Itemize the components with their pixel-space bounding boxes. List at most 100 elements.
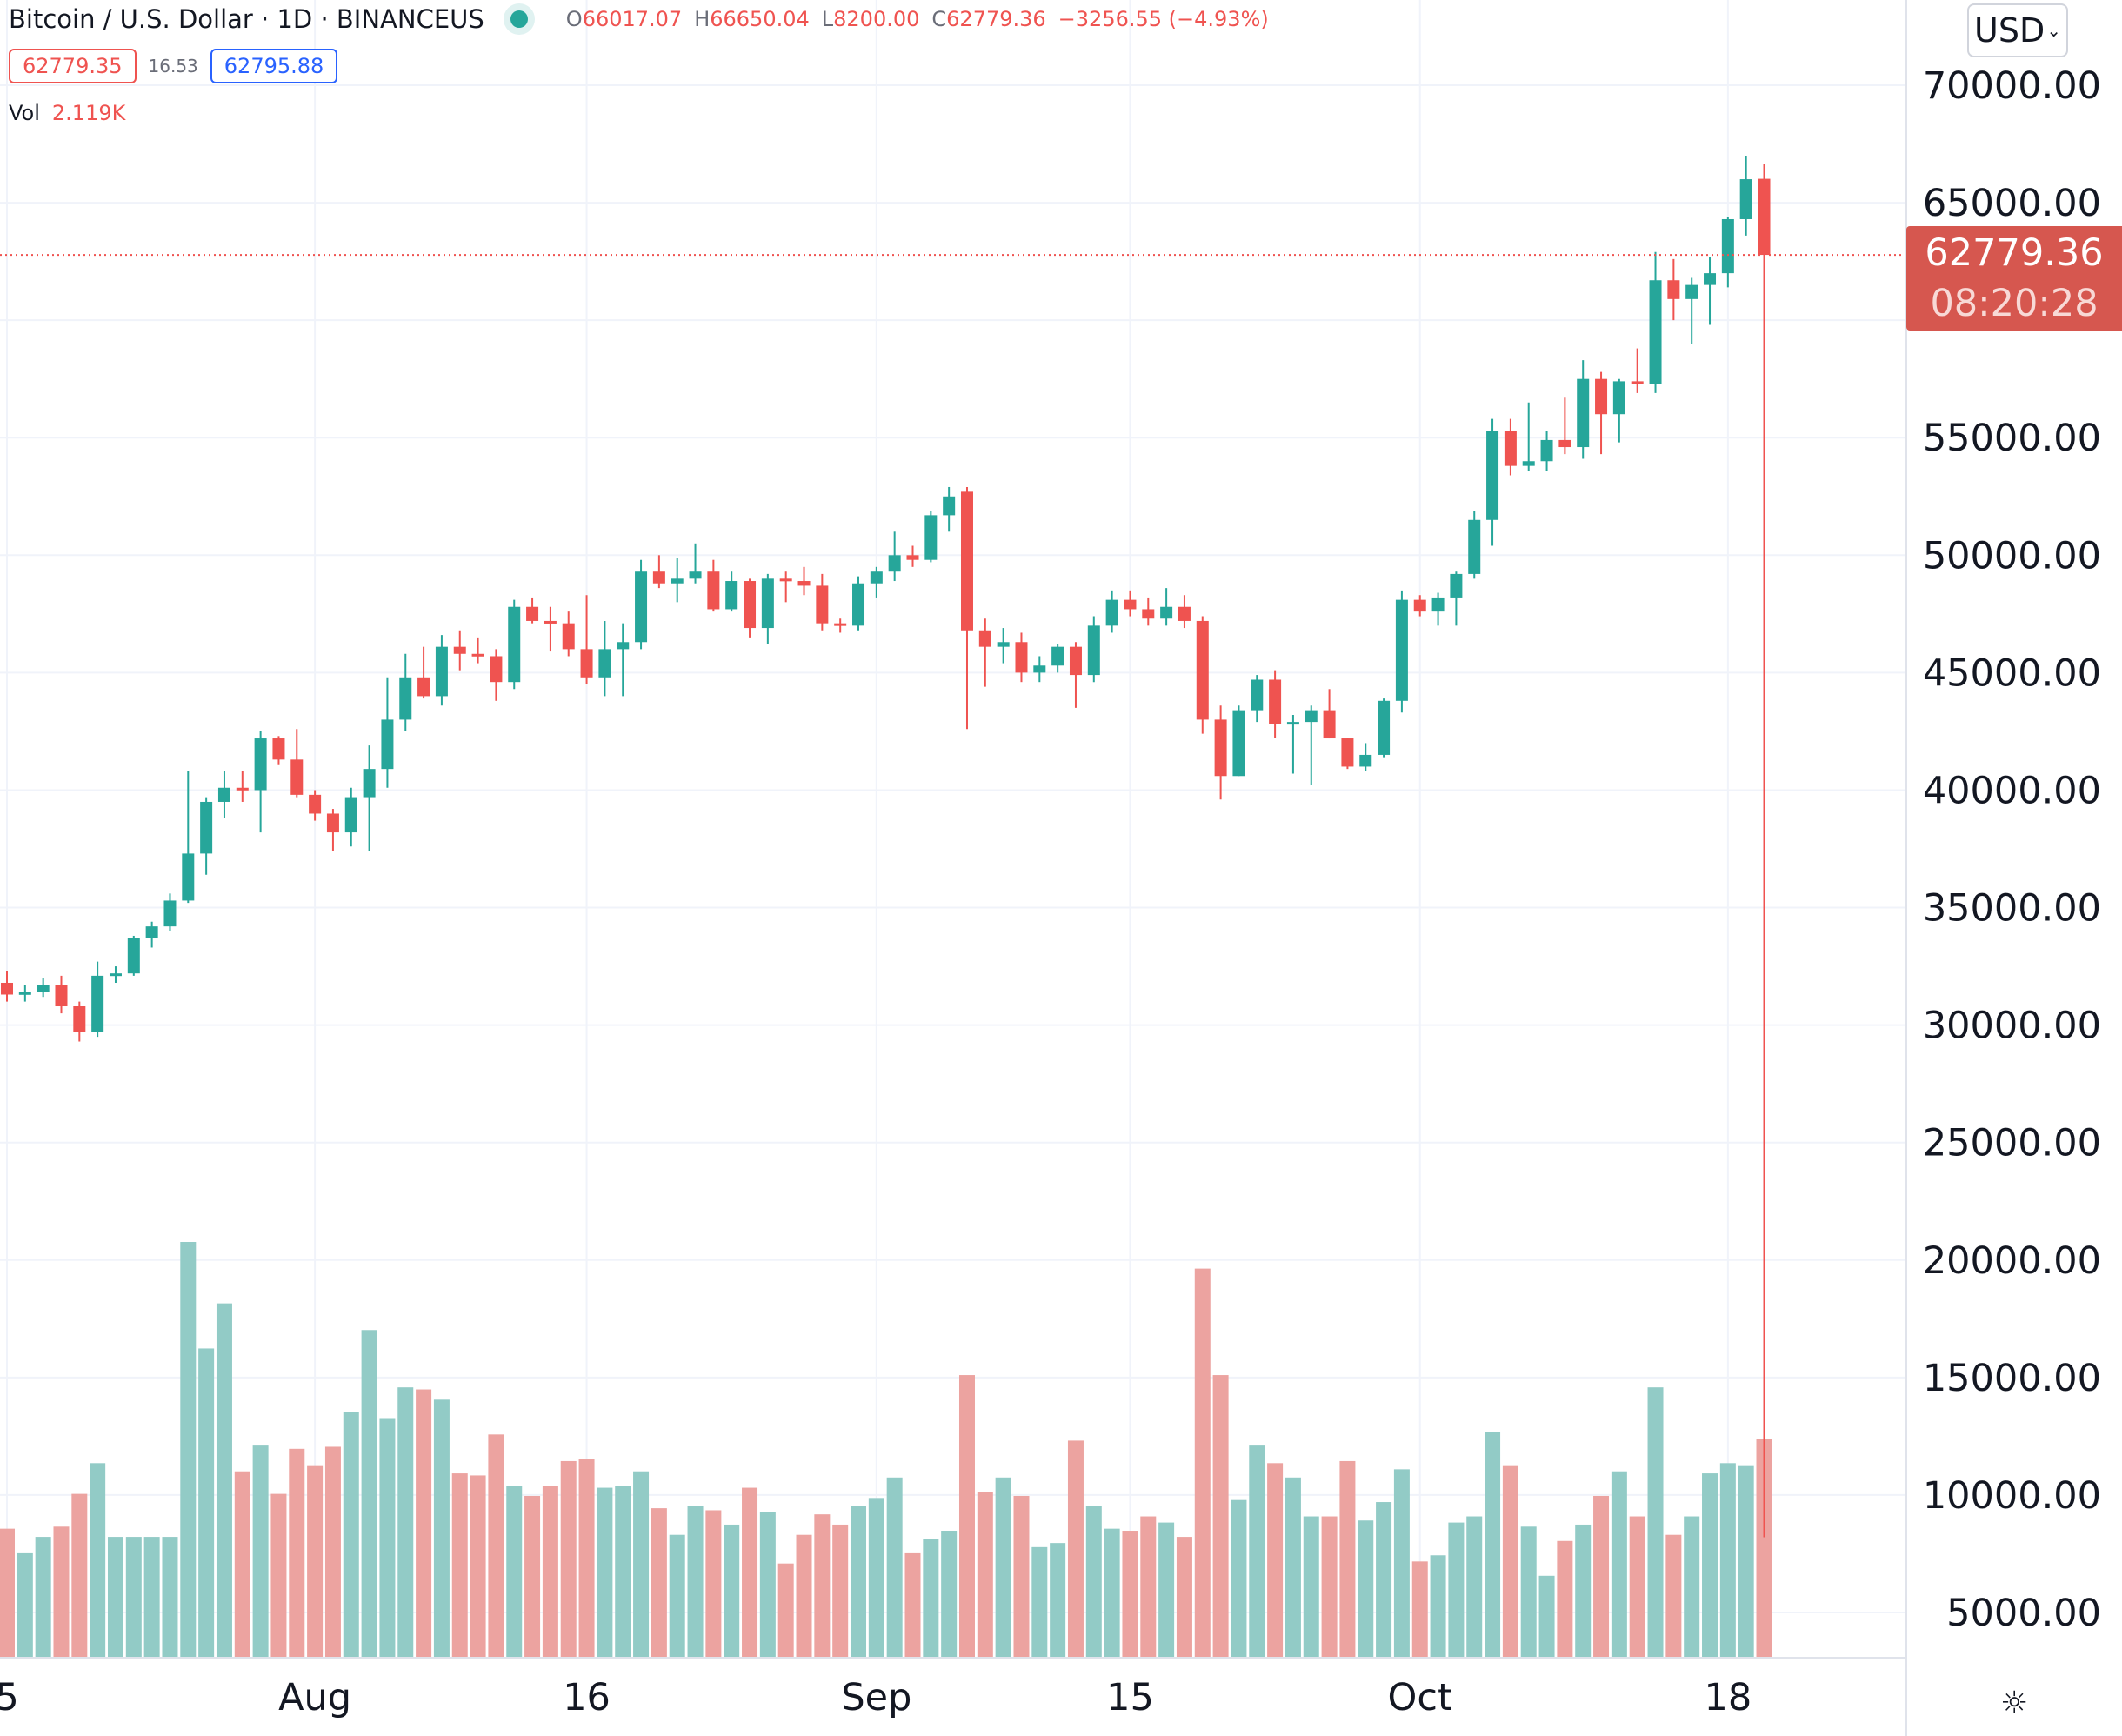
candle[interactable]	[1558, 397, 1571, 455]
candle[interactable]	[960, 486, 973, 730]
candle[interactable]	[37, 978, 50, 998]
candle[interactable]	[1232, 705, 1245, 777]
candle[interactable]	[91, 961, 104, 1038]
candle[interactable]	[652, 555, 665, 589]
candle[interactable]	[1069, 642, 1082, 708]
candle[interactable]	[490, 649, 503, 701]
candle[interactable]	[1522, 402, 1535, 471]
candle[interactable]	[1341, 738, 1354, 770]
candle[interactable]	[1721, 217, 1734, 288]
candle[interactable]	[73, 1001, 86, 1042]
candle[interactable]	[508, 599, 521, 690]
candle[interactable]	[1739, 156, 1752, 236]
candle[interactable]	[1015, 632, 1028, 683]
candle[interactable]	[1160, 588, 1173, 626]
candle[interactable]	[163, 893, 177, 931]
candle[interactable]	[1, 971, 13, 1002]
candle[interactable]	[1142, 597, 1155, 626]
candle[interactable]	[635, 559, 648, 650]
candle[interactable]	[1468, 510, 1481, 579]
price-axis[interactable]: 5000.00 10000.00 15000.00 20000.00 25000.00 3…	[1923, 64, 2101, 1635]
candle[interactable]	[1504, 418, 1517, 476]
candle[interactable]	[580, 595, 593, 684]
candle[interactable]	[1631, 348, 1644, 393]
candle[interactable]	[725, 571, 738, 612]
candle[interactable]	[1540, 431, 1553, 471]
candle[interactable]	[1704, 257, 1717, 325]
candle[interactable]	[217, 771, 230, 818]
candle[interactable]	[1486, 418, 1499, 546]
candle[interactable]	[598, 620, 611, 697]
candle[interactable]	[617, 623, 630, 697]
candle[interactable]	[1577, 360, 1590, 459]
candle[interactable]	[326, 809, 339, 851]
candle[interactable]	[471, 637, 484, 664]
candle[interactable]	[943, 486, 956, 532]
candle[interactable]	[344, 787, 357, 847]
candle[interactable]	[1612, 378, 1625, 443]
candle[interactable]	[816, 573, 829, 631]
candle[interactable]	[1033, 656, 1046, 683]
candle[interactable]	[200, 797, 213, 875]
candle[interactable]	[1667, 258, 1680, 321]
candle[interactable]	[526, 597, 539, 624]
candle[interactable]	[888, 531, 901, 582]
candle[interactable]	[906, 545, 919, 567]
time-axis[interactable]: 5 Aug 16 Sep 15 Oct 18	[0, 1676, 1752, 1719]
candle[interactable]	[924, 510, 938, 563]
candle[interactable]	[55, 975, 68, 1014]
candle[interactable]	[1413, 595, 1426, 617]
candle[interactable]	[562, 611, 575, 657]
candle[interactable]	[1758, 164, 1771, 1538]
candle[interactable]	[417, 646, 430, 699]
candle[interactable]	[744, 578, 757, 638]
candle[interactable]	[254, 731, 267, 833]
candle[interactable]	[1450, 571, 1463, 626]
candle[interactable]	[1286, 715, 1299, 774]
candle[interactable]	[978, 618, 991, 687]
candle[interactable]	[870, 566, 883, 598]
candle[interactable]	[272, 736, 285, 765]
candle[interactable]	[761, 573, 774, 644]
candle[interactable]	[182, 771, 195, 904]
candle[interactable]	[1196, 616, 1209, 734]
candle[interactable]	[544, 606, 557, 652]
candle[interactable]	[1649, 251, 1662, 393]
candle[interactable]	[435, 635, 448, 706]
candle[interactable]	[834, 618, 847, 633]
candle[interactable]	[1323, 689, 1336, 739]
candle[interactable]	[671, 558, 684, 603]
candle[interactable]	[381, 677, 394, 788]
candle[interactable]	[109, 966, 122, 983]
candle[interactable]	[1305, 705, 1318, 786]
candle[interactable]	[18, 985, 31, 1002]
sell-price-button[interactable]: 62779.35	[9, 49, 137, 83]
candle[interactable]	[145, 921, 158, 948]
candle[interactable]	[1214, 705, 1227, 800]
candle[interactable]	[1431, 592, 1445, 626]
candle[interactable]	[852, 576, 865, 631]
settings-sun-icon[interactable]: ☼	[2000, 1686, 2029, 1721]
candle[interactable]	[1269, 670, 1282, 739]
candle[interactable]	[453, 630, 466, 671]
candle[interactable]	[1595, 371, 1608, 455]
candle[interactable]	[1124, 590, 1137, 617]
currency-selector[interactable]: USD ⌄	[1967, 3, 2068, 57]
candle[interactable]	[290, 729, 304, 798]
symbol-title[interactable]: Bitcoin / U.S. Dollar · 1D · BINANCEUS	[9, 4, 484, 34]
candle[interactable]	[689, 543, 702, 584]
candle[interactable]	[309, 790, 322, 821]
candle[interactable]	[363, 745, 376, 851]
candle[interactable]	[779, 571, 792, 603]
candle[interactable]	[1105, 590, 1118, 633]
candle[interactable]	[1395, 590, 1408, 713]
candle[interactable]	[1685, 277, 1698, 344]
candle[interactable]	[797, 566, 811, 596]
candle[interactable]	[399, 653, 412, 731]
candle[interactable]	[1051, 644, 1064, 673]
candle[interactable]	[1378, 698, 1391, 758]
candle[interactable]	[1178, 595, 1191, 629]
volume-legend[interactable]: Vol 2.119K	[9, 101, 125, 125]
candle[interactable]	[1251, 675, 1264, 723]
